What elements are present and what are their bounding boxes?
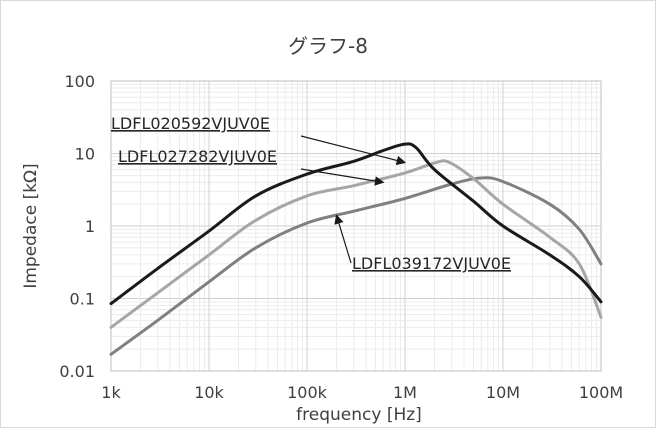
series-line-LDFL027282VJUV0E bbox=[109, 159, 603, 329]
series-lines bbox=[109, 142, 603, 356]
x-tick-label: 1k bbox=[101, 383, 121, 402]
x-tick-label: 10M bbox=[486, 383, 520, 402]
axes: 1k 10k 100k 1M 10M 100M 0.01 0.1 1 10 100 bbox=[59, 72, 623, 402]
y-tick-label: 0.1 bbox=[70, 290, 95, 309]
y-tick-label: 10 bbox=[75, 145, 95, 164]
annotation-arrow bbox=[300, 168, 385, 186]
x-tick-label: 10k bbox=[194, 383, 224, 402]
series-annotations: LDFL020592VJUV0E LDFL027282VJUV0E LDFL0391… bbox=[111, 114, 511, 273]
y-tick-label: 0.01 bbox=[59, 362, 95, 381]
plot-frame bbox=[110, 80, 602, 372]
series-line-LDFL020592VJUV0E bbox=[109, 142, 603, 306]
y-tick-label: 1 bbox=[85, 217, 95, 236]
y-tick-label: 100 bbox=[64, 72, 95, 91]
series-line-LDFL039172VJUV0E bbox=[109, 176, 603, 356]
x-tick-label: 100k bbox=[287, 383, 328, 402]
series-annotation-label: LDFL039172VJUV0E bbox=[352, 254, 511, 273]
chart-title: グラフ-8 bbox=[288, 34, 368, 58]
y-axis-label: Impedace [kΩ] bbox=[21, 163, 41, 288]
series-annotation-label: LDFL020592VJUV0E bbox=[111, 114, 270, 133]
annotation-arrow bbox=[334, 214, 352, 264]
x-tick-label: 1M bbox=[393, 383, 417, 402]
x-axis-label: frequency [Hz] bbox=[296, 405, 422, 425]
grid bbox=[110, 80, 602, 372]
series-annotation-label: LDFL027282VJUV0E bbox=[118, 147, 277, 166]
x-tick-label: 100M bbox=[579, 383, 623, 402]
annotation-arrow bbox=[300, 135, 407, 166]
